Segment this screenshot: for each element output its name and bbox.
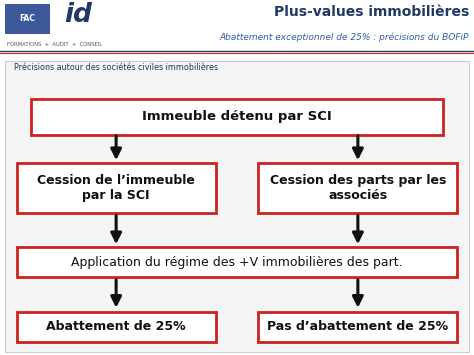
- Text: Précisions autour des sociétés civiles immobilières: Précisions autour des sociétés civiles i…: [14, 62, 219, 71]
- Text: Cession des parts par les
associés: Cession des parts par les associés: [270, 174, 446, 202]
- Text: Abattement de 25%: Abattement de 25%: [46, 320, 186, 333]
- Text: Pas d’abattement de 25%: Pas d’abattement de 25%: [267, 320, 448, 333]
- Text: Plus-values immobilières: Plus-values immobilières: [274, 5, 469, 19]
- FancyBboxPatch shape: [5, 4, 50, 34]
- Text: Abattement exceptionnel de 25% : précisions du BOFiP: Abattement exceptionnel de 25% : précisi…: [220, 33, 469, 42]
- FancyBboxPatch shape: [17, 163, 216, 213]
- FancyBboxPatch shape: [5, 61, 469, 352]
- Text: Application du régime des +V immobilières des part.: Application du régime des +V immobilière…: [71, 256, 403, 268]
- Text: id: id: [64, 2, 92, 28]
- FancyBboxPatch shape: [258, 311, 457, 342]
- FancyBboxPatch shape: [17, 311, 216, 342]
- Text: Cession de l’immeuble
par la SCI: Cession de l’immeuble par la SCI: [37, 174, 195, 202]
- FancyBboxPatch shape: [31, 99, 443, 135]
- FancyBboxPatch shape: [258, 163, 457, 213]
- Text: Immeuble détenu par SCI: Immeuble détenu par SCI: [142, 110, 332, 123]
- Text: FORMATIONS  +  AUDIT  +  CONSEIL: FORMATIONS + AUDIT + CONSEIL: [7, 42, 102, 47]
- Text: FAC: FAC: [19, 14, 35, 23]
- FancyBboxPatch shape: [17, 247, 457, 277]
